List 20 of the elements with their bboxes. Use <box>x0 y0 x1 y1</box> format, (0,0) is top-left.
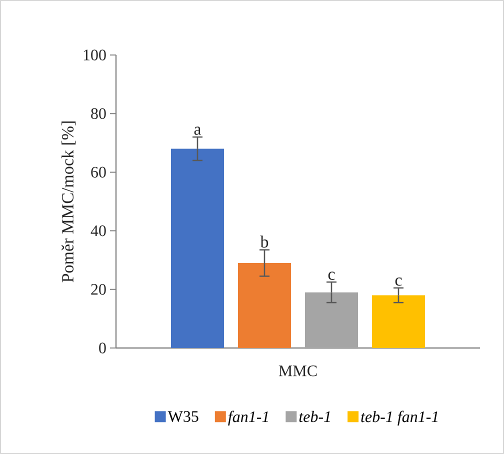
legend-label: fan1-1 <box>228 410 268 426</box>
legend-label: teb-1 fan1-1 <box>361 410 438 426</box>
annotation: b <box>260 236 268 248</box>
y-tick-label: 60 <box>91 166 106 178</box>
y-tick-label: 100 <box>84 50 106 60</box>
bar <box>304 292 358 348</box>
legend-label: teb-1 <box>299 410 330 422</box>
bar <box>372 295 425 348</box>
annotation: c <box>395 278 402 286</box>
y-tick-label: 40 <box>90 225 106 236</box>
y-tick-label: 20 <box>91 284 106 295</box>
annotation: a <box>194 126 202 135</box>
legend-label: W35 <box>168 411 198 422</box>
x-tick-label: MMC <box>278 366 317 376</box>
y-tick-label: 0 <box>99 342 106 354</box>
y-axis-title: Poměr MMC/mock [%] <box>62 122 76 282</box>
y-tick-label: 80 <box>91 108 106 119</box>
bar <box>238 263 291 348</box>
bar <box>171 148 224 348</box>
annotation: c <box>328 272 335 280</box>
